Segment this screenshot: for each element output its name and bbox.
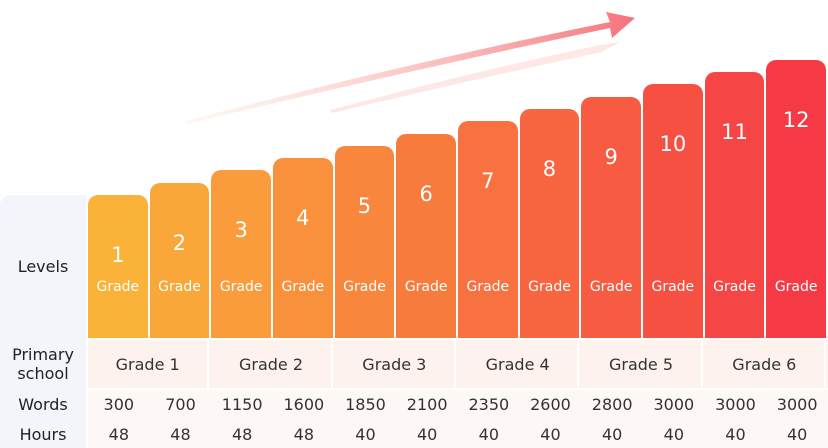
level-number: 6 (419, 181, 433, 206)
hours-cell: 48 (108, 424, 129, 444)
level-bar (643, 84, 703, 338)
level-number: 1 (111, 243, 125, 267)
level-unit: Grade (343, 279, 386, 295)
words-cell: 300 (103, 395, 135, 414)
hours-cell: 48 (293, 424, 314, 444)
label-column (0, 195, 86, 448)
hours-cell: 48 (231, 424, 253, 444)
words-cell: 3000 (653, 395, 695, 414)
level-bar (581, 96, 641, 338)
row-label: Words (18, 395, 68, 414)
words-cell: 2800 (591, 395, 633, 414)
row-label: Primary school (12, 345, 74, 383)
school-grade: Grade 3 (335, 340, 456, 388)
school-grade: Grade 2 (211, 340, 333, 388)
level-bar (149, 182, 210, 338)
hours-cell: 40 (786, 424, 808, 444)
level-number: 5 (357, 193, 372, 218)
hours-cell: 48 (170, 424, 191, 444)
level-bar (211, 170, 271, 338)
level-bar (396, 133, 456, 338)
level-bar (704, 72, 765, 338)
school-grade: Grade 1 (88, 340, 210, 388)
hours-cell: 40 (478, 424, 499, 444)
level-bar (88, 195, 148, 338)
level-number: 11 (721, 120, 748, 144)
level-number: 12 (782, 107, 810, 132)
hours-cell: 40 (663, 424, 684, 444)
level-number: 7 (481, 169, 495, 194)
words-cell: 3000 (715, 395, 756, 414)
level-number: 3 (234, 218, 248, 243)
words-cell: 2100 (406, 395, 448, 414)
words-cell: 1150 (221, 395, 263, 414)
level-number: 8 (542, 156, 557, 181)
hours-cell: 40 (355, 424, 376, 444)
level-unit: Grade (96, 279, 140, 295)
level-bar (519, 108, 580, 338)
level-unit: Grade (589, 279, 633, 295)
hours-cell: 40 (601, 424, 623, 444)
words-cell: 1850 (345, 395, 386, 414)
row-label: Hours (19, 424, 67, 444)
words-cell: 1600 (283, 395, 325, 414)
level-bar (273, 158, 333, 338)
growth-arrow (185, 12, 635, 124)
words-cell: 700 (165, 395, 196, 414)
level-unit: Grade (713, 279, 756, 295)
level-unit: Grade (281, 279, 325, 295)
level-number: 2 (172, 230, 187, 255)
level-unit: Grade (651, 279, 695, 295)
level-bar (458, 121, 518, 338)
level-unit: Grade (774, 279, 818, 295)
level-unit: Grade (158, 279, 201, 295)
level-bar (766, 59, 826, 338)
school-grade: Grade 4 (458, 340, 580, 388)
hours-cell: 40 (416, 424, 438, 444)
level-number: 4 (296, 206, 310, 231)
level-unit: Grade (528, 279, 571, 295)
words-cell: 2600 (530, 395, 571, 414)
school-grade: Grade 5 (581, 340, 703, 388)
words-cell: 3000 (776, 395, 818, 414)
row-bg (88, 390, 828, 448)
hours-cell: 40 (540, 424, 561, 444)
level-bar (334, 145, 395, 338)
level-number: 10 (659, 132, 687, 157)
level-unit: Grade (219, 279, 263, 295)
school-grade: Grade 6 (705, 340, 826, 388)
hours-cell: 40 (725, 424, 746, 444)
level-unit: Grade (466, 279, 510, 295)
row-bg (88, 340, 828, 388)
row-label: Levels (17, 257, 69, 276)
words-cell: 2350 (468, 395, 510, 414)
level-number: 9 (604, 144, 618, 169)
level-unit: Grade (404, 279, 448, 295)
